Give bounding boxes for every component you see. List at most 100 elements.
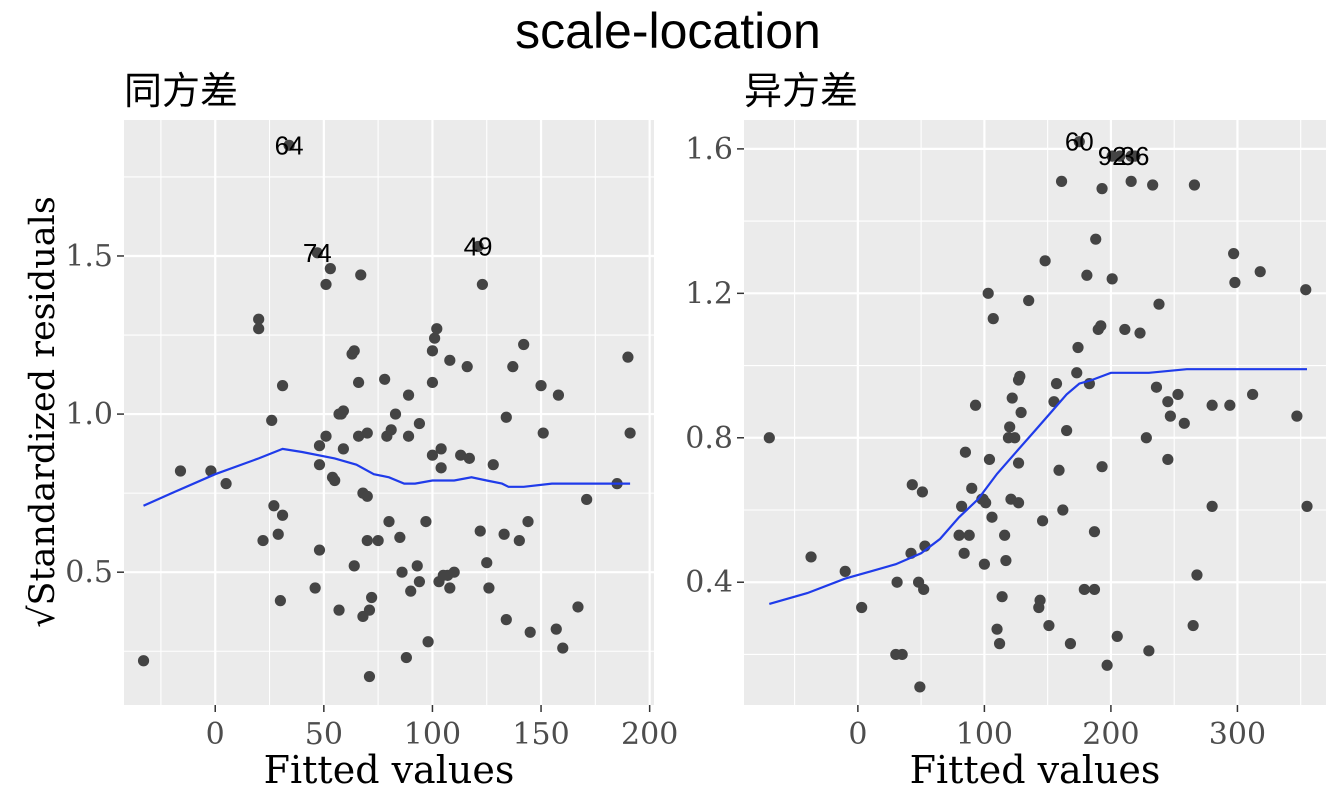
data-point bbox=[1229, 276, 1241, 289]
y-tick-label: 1.0 bbox=[65, 397, 113, 432]
data-point bbox=[1106, 273, 1118, 285]
data-point bbox=[363, 670, 376, 683]
data-point bbox=[1006, 392, 1018, 404]
data-point bbox=[896, 648, 908, 661]
data-point bbox=[396, 566, 408, 578]
data-point bbox=[405, 585, 417, 597]
y-tick-label: 0.5 bbox=[65, 555, 113, 590]
data-point bbox=[253, 313, 265, 325]
panel-homoscedastic: 同方差 64 74 49 0 50 100 150 200 0.5 1.0 1.5 Fitted … bbox=[23, 69, 678, 792]
data-point bbox=[1023, 294, 1035, 307]
data-point bbox=[537, 427, 549, 439]
y-tick-label: 0.8 bbox=[685, 421, 733, 456]
data-point bbox=[1036, 515, 1049, 527]
data-point bbox=[986, 511, 998, 523]
x-tick-label: 200 bbox=[1082, 717, 1139, 752]
data-point bbox=[839, 565, 851, 577]
data-point bbox=[413, 417, 426, 430]
data-point bbox=[435, 443, 447, 455]
data-point bbox=[352, 430, 365, 442]
point-annotation: 36 bbox=[1120, 141, 1149, 171]
data-point bbox=[914, 681, 926, 693]
data-point bbox=[1039, 255, 1051, 267]
data-point bbox=[1064, 638, 1077, 650]
data-point bbox=[507, 361, 519, 373]
data-point bbox=[1072, 341, 1084, 354]
data-point bbox=[1114, 150, 1126, 162]
data-point bbox=[498, 528, 510, 540]
data-point bbox=[483, 582, 495, 594]
data-point bbox=[906, 479, 918, 491]
data-point bbox=[1188, 179, 1201, 191]
y-tick-label: 1.6 bbox=[685, 132, 733, 167]
axis-group: 0 100 200 300 0.4 0.8 1.2 1.6 bbox=[685, 132, 1266, 752]
data-point bbox=[461, 361, 473, 373]
data-point bbox=[518, 338, 530, 351]
x-tick-label: 150 bbox=[512, 717, 569, 752]
data-point bbox=[333, 604, 345, 616]
data-point bbox=[352, 376, 365, 389]
data-point bbox=[431, 323, 443, 335]
data-point bbox=[1206, 500, 1218, 512]
data-point bbox=[1172, 388, 1184, 401]
data-point bbox=[550, 623, 562, 635]
data-point bbox=[1125, 175, 1137, 187]
data-point bbox=[1178, 417, 1190, 429]
panel-title: 异方差 bbox=[744, 69, 858, 113]
y-tick-label: 1.5 bbox=[65, 239, 113, 274]
data-point bbox=[966, 482, 978, 494]
data-point bbox=[1004, 421, 1016, 433]
data-point bbox=[361, 534, 373, 547]
data-point bbox=[253, 323, 265, 335]
data-point bbox=[1254, 266, 1266, 278]
point-annotation: 49 bbox=[464, 231, 493, 261]
data-point bbox=[1119, 323, 1131, 336]
data-point bbox=[1088, 583, 1101, 596]
data-point bbox=[1134, 327, 1146, 339]
data-point bbox=[1009, 432, 1021, 444]
data-point bbox=[805, 551, 817, 563]
data-point bbox=[956, 500, 968, 512]
data-point bbox=[1055, 175, 1068, 187]
data-point bbox=[174, 465, 187, 477]
y-axis-label: √Standardized residuals bbox=[23, 196, 63, 628]
data-point bbox=[1111, 630, 1123, 642]
data-point bbox=[355, 269, 367, 281]
data-point bbox=[983, 453, 996, 466]
data-point bbox=[137, 655, 150, 667]
y-tick-label: 0.4 bbox=[685, 565, 733, 600]
data-point bbox=[969, 399, 982, 411]
point-annotation: 74 bbox=[303, 238, 332, 268]
point-annotation: 64 bbox=[275, 130, 304, 160]
point-group bbox=[137, 139, 636, 683]
data-point bbox=[959, 446, 972, 458]
data-point bbox=[429, 332, 441, 344]
data-point bbox=[1291, 410, 1303, 422]
data-point bbox=[426, 449, 439, 461]
data-point bbox=[348, 560, 360, 572]
data-point bbox=[524, 626, 536, 638]
data-point bbox=[1000, 554, 1012, 567]
data-point bbox=[402, 430, 415, 442]
data-point bbox=[1015, 406, 1027, 419]
data-point bbox=[435, 462, 447, 474]
data-point bbox=[472, 240, 484, 253]
data-point bbox=[337, 443, 349, 455]
data-point bbox=[372, 534, 384, 547]
data-point bbox=[476, 278, 489, 291]
data-point bbox=[385, 424, 397, 436]
data-point bbox=[1014, 370, 1026, 382]
data-point bbox=[622, 351, 634, 363]
data-point bbox=[557, 642, 569, 654]
data-point bbox=[463, 452, 475, 464]
data-point bbox=[1053, 464, 1065, 476]
x-axis-label: Fitted values bbox=[910, 748, 1161, 792]
data-point bbox=[916, 486, 928, 498]
data-point bbox=[963, 529, 975, 541]
data-point bbox=[856, 601, 868, 614]
data-point bbox=[379, 373, 391, 385]
data-point bbox=[320, 430, 332, 442]
data-point bbox=[1088, 526, 1101, 538]
annotation-group: 64 74 49 bbox=[275, 130, 493, 268]
